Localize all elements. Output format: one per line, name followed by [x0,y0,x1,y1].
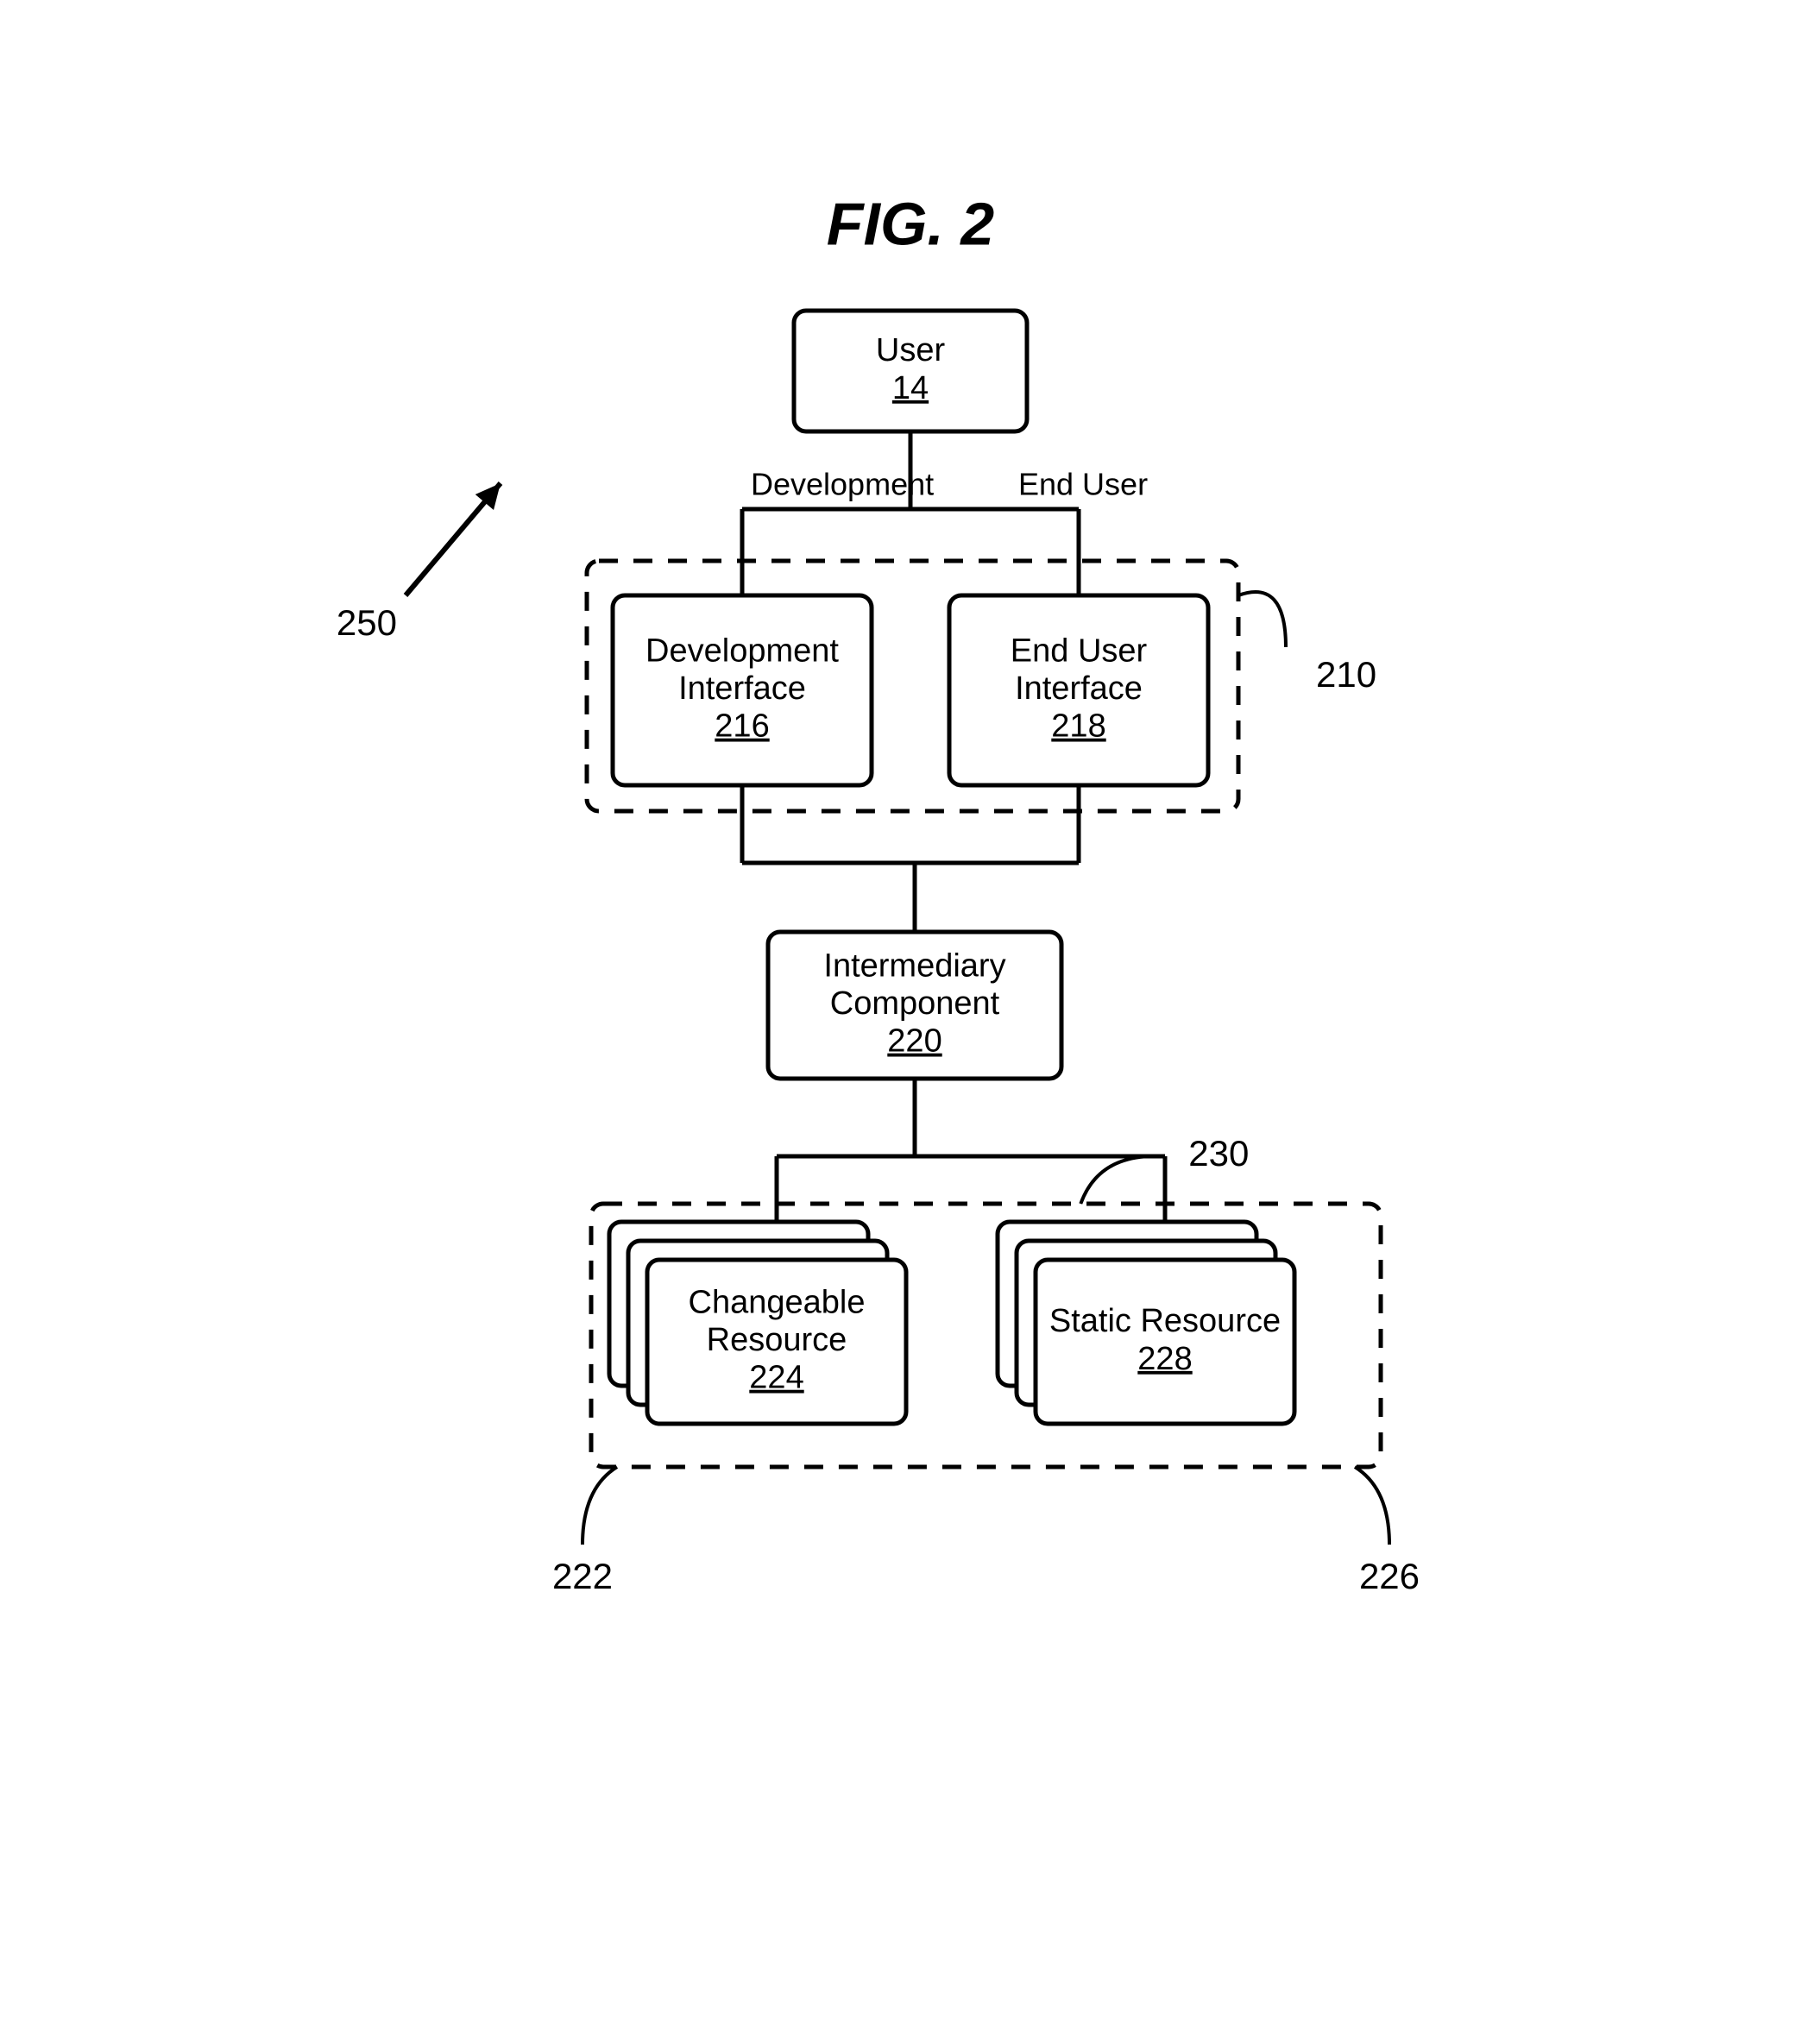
node-end-user-interface-label: Interface [1015,670,1143,707]
node-intermediary-label: Component [830,985,1000,1022]
node-intermediary-label: Intermediary [823,947,1005,984]
node-changeable-resource-label: Resource [707,1322,847,1358]
node-dev-interface-ref: 216 [715,708,769,745]
ref-230: 230 [1188,1133,1249,1174]
node-changeable-resource-label: Changeable [689,1284,866,1320]
figure-title: FIG. 2 [827,190,995,257]
edge-label-enduser: End User [1018,467,1148,502]
node-changeable-resource-ref: 224 [749,1360,803,1396]
ref-250: 250 [337,602,397,643]
node-user-ref: 14 [892,370,929,406]
ref-210: 210 [1316,654,1376,695]
ref-226: 226 [1359,1556,1420,1596]
node-user-label: User [876,332,946,368]
node-dev-interface-label: Interface [678,670,806,707]
edge-label-development: Development [751,467,934,502]
node-dev-interface-label: Development [646,632,839,669]
node-intermediary-ref: 220 [887,1023,941,1060]
node-end-user-interface-ref: 218 [1051,708,1105,745]
ref-222: 222 [552,1556,613,1596]
node-end-user-interface-label: End User [1011,632,1148,669]
node-static-resource-label: Static Resource [1049,1303,1281,1339]
node-static-resource-ref: 228 [1137,1341,1192,1377]
